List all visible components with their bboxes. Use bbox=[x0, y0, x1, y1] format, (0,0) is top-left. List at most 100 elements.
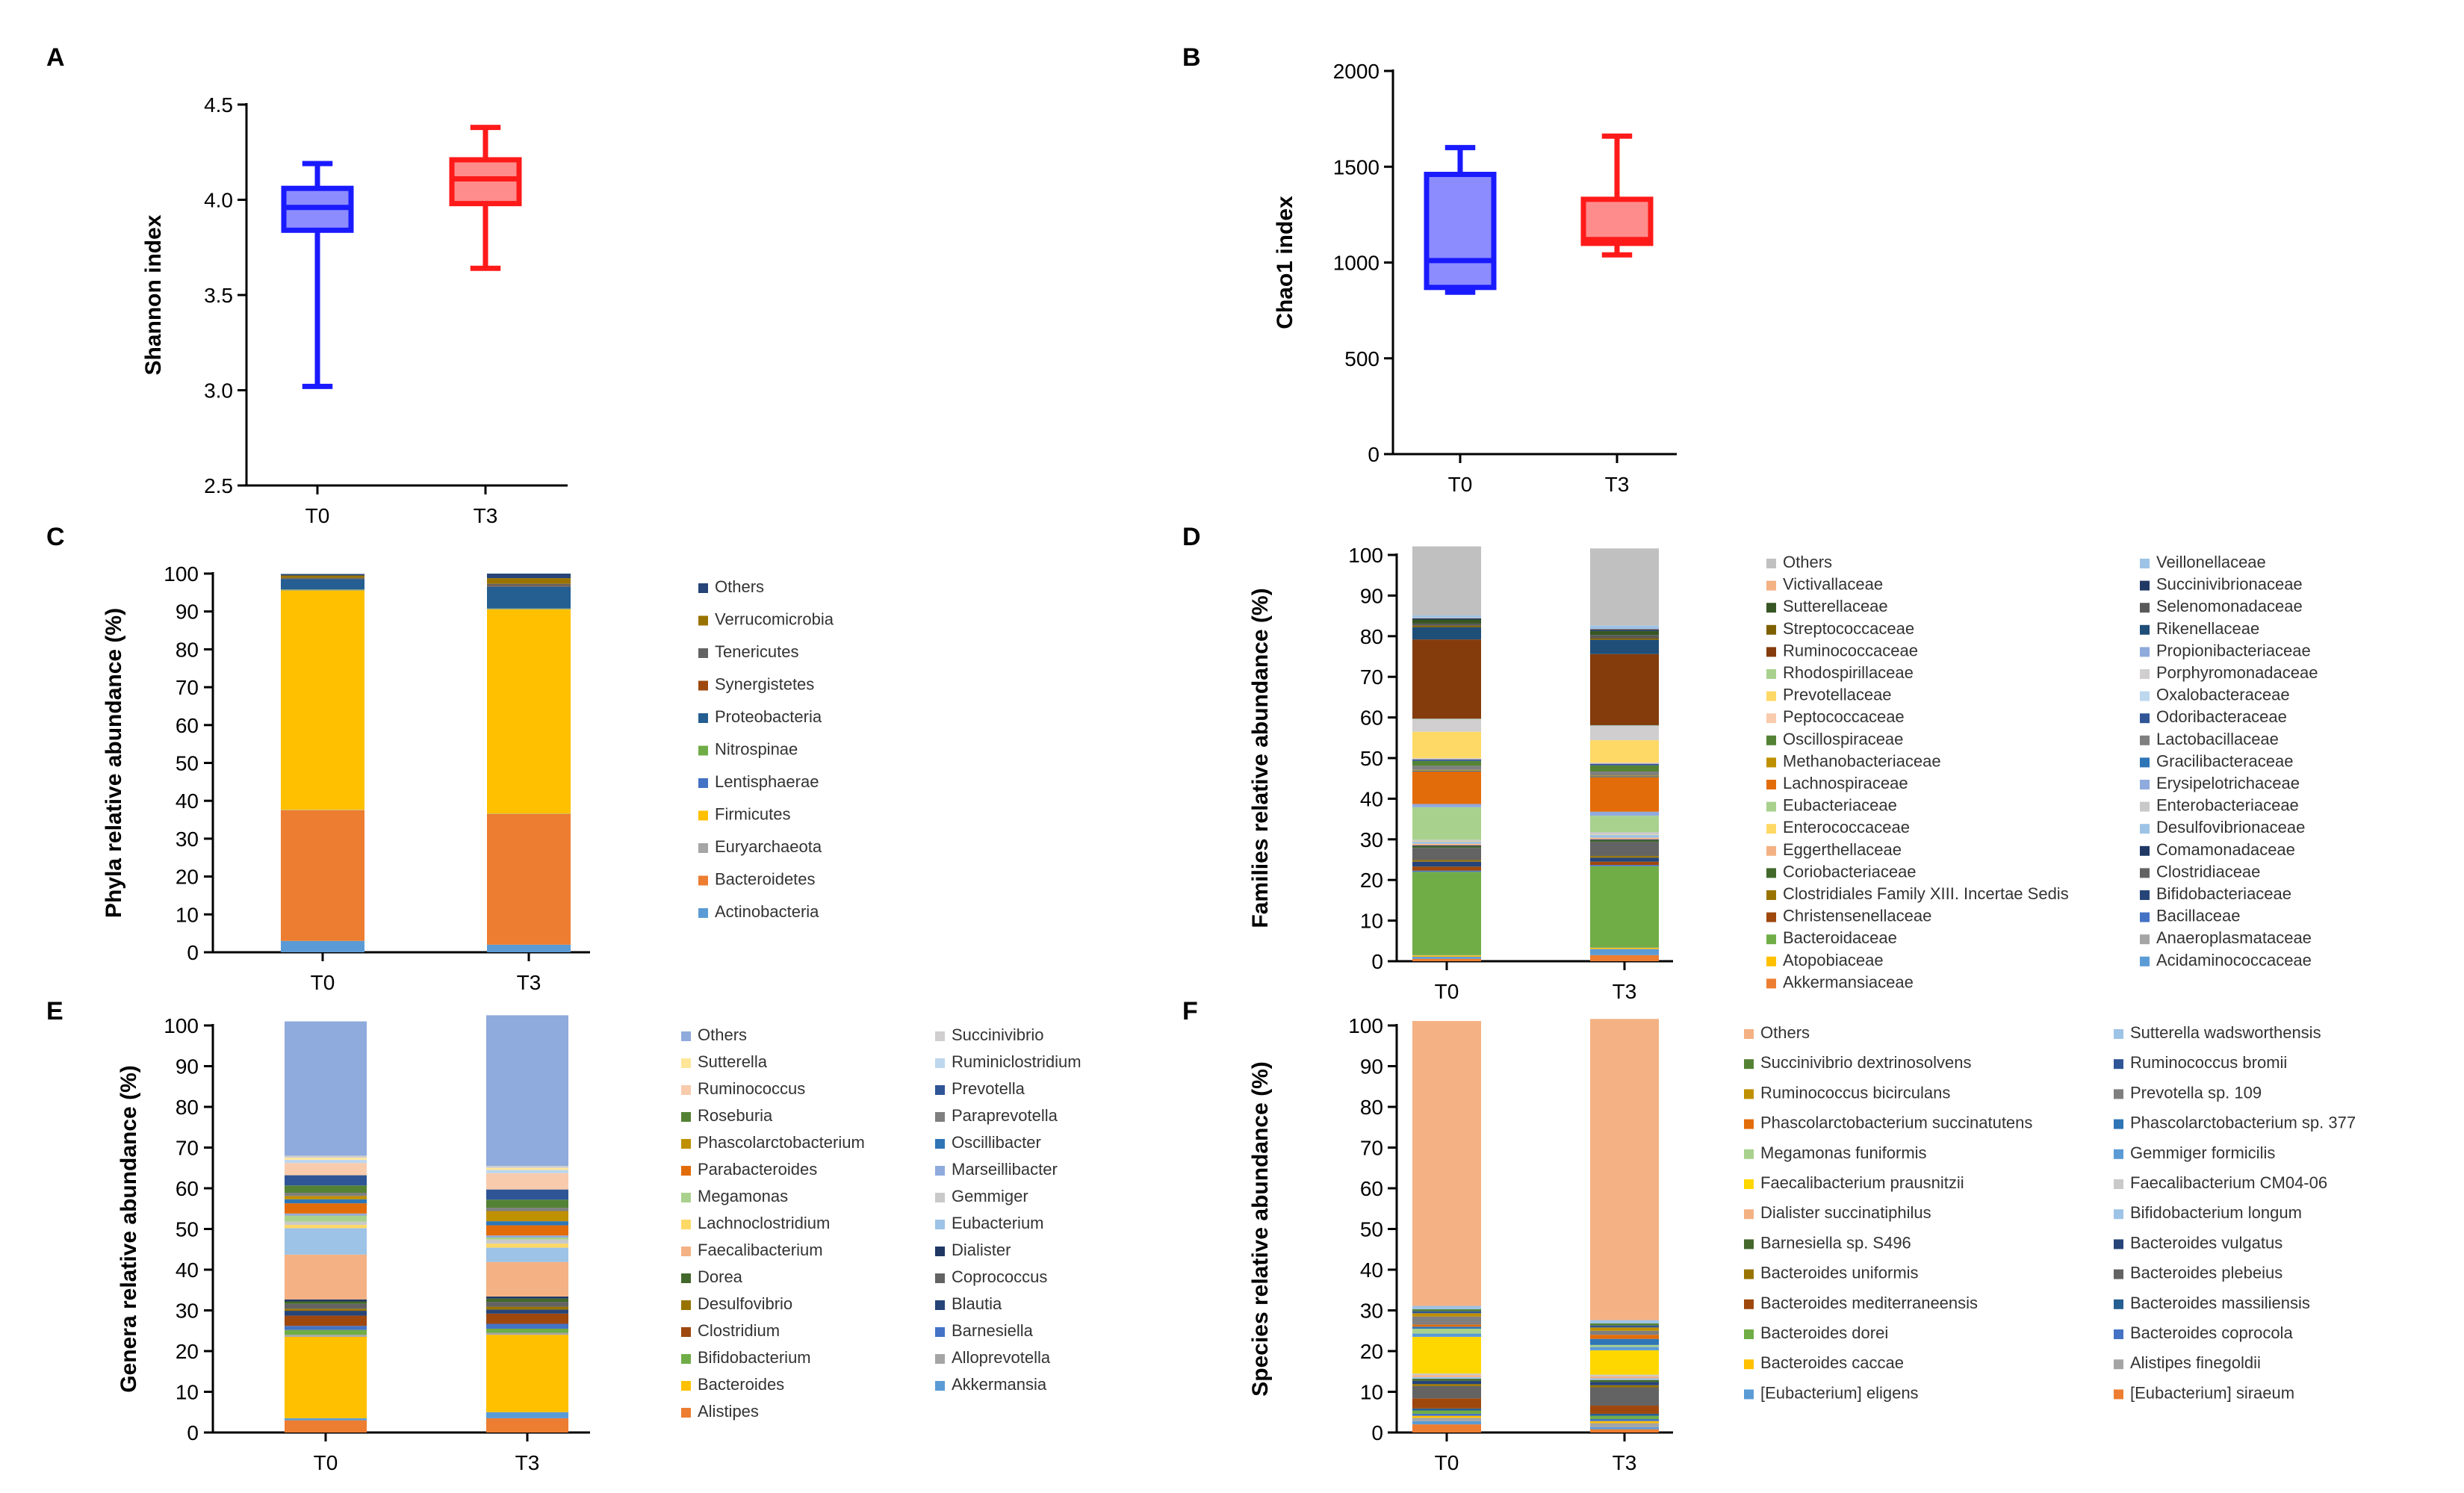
legend-swatch bbox=[1744, 1059, 1754, 1070]
bar-segment bbox=[1412, 639, 1481, 719]
panel-label: A bbox=[46, 43, 65, 72]
bar-segment bbox=[486, 1167, 568, 1170]
legend-swatch bbox=[681, 1381, 691, 1391]
bar-segment bbox=[1412, 843, 1481, 845]
bar-segment bbox=[1412, 760, 1481, 766]
bar-segment bbox=[285, 1309, 367, 1312]
y-axis-label: Families relative abundance (%) bbox=[1248, 588, 1273, 928]
bar-segment bbox=[1590, 811, 1659, 816]
y-tick-label: 90 bbox=[1360, 584, 1383, 607]
legend-swatch bbox=[2140, 824, 2150, 834]
legend-swatch bbox=[2140, 780, 2150, 789]
legend-swatch bbox=[1766, 934, 1776, 945]
legend-entry: Oscillospiraceae bbox=[1783, 730, 1903, 748]
legend-swatch bbox=[681, 1031, 691, 1041]
y-tick-label: 40 bbox=[1360, 787, 1383, 810]
bar-segment bbox=[486, 1208, 568, 1211]
bar-segment bbox=[487, 944, 571, 952]
bar-segment bbox=[1590, 1330, 1659, 1335]
y-tick-label: 50 bbox=[176, 1218, 199, 1241]
x-tick-label: T0 bbox=[1435, 980, 1459, 1003]
legend-swatch bbox=[935, 1273, 945, 1283]
bar-segment bbox=[281, 940, 364, 952]
legend-entry: Bacteroides plebeius bbox=[2130, 1264, 2283, 1282]
legend-swatch bbox=[1744, 1389, 1754, 1400]
legend-swatch bbox=[2114, 1149, 2123, 1159]
bar-segment bbox=[285, 1215, 367, 1222]
legend: Others Verrucomicrobia Tenericutes Synergis… bbox=[698, 577, 834, 921]
legend-entry: Nitrospinae bbox=[715, 740, 798, 759]
legend-entry: Bacillaceae bbox=[2156, 907, 2241, 925]
legend-entry: Victivallaceae bbox=[1783, 575, 1883, 594]
y-tick-label: 80 bbox=[176, 1096, 199, 1119]
legend-swatch bbox=[681, 1247, 691, 1256]
bar-segment bbox=[285, 1335, 367, 1337]
bar-segment bbox=[1412, 845, 1481, 847]
panel-label: C bbox=[46, 523, 65, 551]
y-tick-label: 4.0 bbox=[204, 189, 233, 212]
legend-entry: Prevotella sp. 109 bbox=[2130, 1083, 2262, 1102]
legend-swatch bbox=[681, 1058, 691, 1068]
bar-segment bbox=[487, 609, 571, 814]
legend-entry: Phascolarctobacterium bbox=[698, 1133, 865, 1152]
y-tick-label: 100 bbox=[1348, 1014, 1383, 1037]
legend-entry: Bifidobacteriaceae bbox=[2156, 884, 2291, 903]
legend-swatch bbox=[2140, 757, 2150, 768]
legend-entry: Bacteroidaceae bbox=[1783, 928, 1897, 947]
bar-segment bbox=[285, 1228, 367, 1255]
bar-segment bbox=[1590, 777, 1659, 812]
legend-entry: Enterobacteriaceae bbox=[2156, 796, 2299, 815]
legend-entry: Megamonas funiformis bbox=[1760, 1143, 1927, 1162]
y-tick-label: 20 bbox=[176, 866, 199, 889]
legend-entry: Odoribacteraceae bbox=[2156, 707, 2287, 726]
legend-entry: Clostridium bbox=[698, 1321, 780, 1340]
y-tick-label: 40 bbox=[176, 789, 199, 813]
bar-segment bbox=[486, 1412, 568, 1418]
legend-entry: Bacteroides coprocola bbox=[2130, 1323, 2293, 1342]
bar-segment bbox=[285, 1301, 367, 1304]
panel-e: E 0 10 20 30 40 50 60 70 80 90 100 Genera relative a… bbox=[46, 997, 1082, 1474]
bar-segment bbox=[285, 1225, 367, 1229]
legend-entry: Eubacteriaceae bbox=[1783, 796, 1897, 815]
y-tick-label: 50 bbox=[1360, 747, 1383, 770]
bar-segment bbox=[1412, 770, 1481, 772]
legend-entry: Propionibacteriaceae bbox=[2156, 641, 2311, 659]
bar-segment bbox=[487, 574, 571, 579]
bar-segment bbox=[1412, 1398, 1481, 1409]
bar-segment bbox=[1590, 834, 1659, 835]
box-t0 bbox=[1424, 145, 1497, 295]
legend-entry: Bacteroides caccae bbox=[1760, 1353, 1904, 1372]
y-tick-label: 20 bbox=[1360, 1340, 1383, 1363]
bar-segment bbox=[1412, 1316, 1481, 1325]
legend-swatch bbox=[1766, 603, 1776, 613]
legend-entry: Bacteroides bbox=[698, 1375, 784, 1394]
panel-f: F 0 10 20 30 40 50 60 70 80 90 100 Species relative … bbox=[1182, 997, 2356, 1474]
legend-swatch bbox=[1744, 1209, 1754, 1220]
legend-swatch bbox=[1766, 780, 1776, 789]
legend-swatch bbox=[1744, 1329, 1754, 1339]
bar-segment bbox=[487, 813, 571, 945]
legend-entry: Gracilibacteraceae bbox=[2156, 751, 2293, 770]
bar-segment bbox=[1590, 837, 1659, 839]
bar-segment bbox=[1412, 872, 1481, 955]
bar-segment bbox=[1590, 625, 1659, 630]
bar-segment bbox=[1412, 1326, 1481, 1329]
box-t3 bbox=[449, 125, 522, 271]
legend-swatch bbox=[2114, 1119, 2123, 1129]
y-tick-label: 30 bbox=[176, 1300, 199, 1323]
bar-segment bbox=[486, 1170, 568, 1173]
bar-segment bbox=[486, 1237, 568, 1240]
legend-entry: Akkermansia bbox=[952, 1375, 1047, 1394]
legend-swatch bbox=[681, 1408, 691, 1418]
legend-swatch bbox=[1766, 624, 1776, 635]
bar-segment bbox=[1590, 856, 1659, 858]
bar-segment bbox=[1590, 1350, 1659, 1375]
legend-swatch bbox=[1766, 691, 1776, 701]
bar-segment bbox=[1590, 1374, 1659, 1376]
y-tick-label: 30 bbox=[176, 828, 199, 851]
legend-entry: Others bbox=[1783, 553, 1832, 571]
legend-entry: Faecalibacterium prausnitzii bbox=[1760, 1173, 1964, 1192]
bar-segment bbox=[1590, 1376, 1659, 1379]
bar-segment bbox=[1412, 848, 1481, 860]
bar-segment bbox=[285, 1315, 367, 1326]
